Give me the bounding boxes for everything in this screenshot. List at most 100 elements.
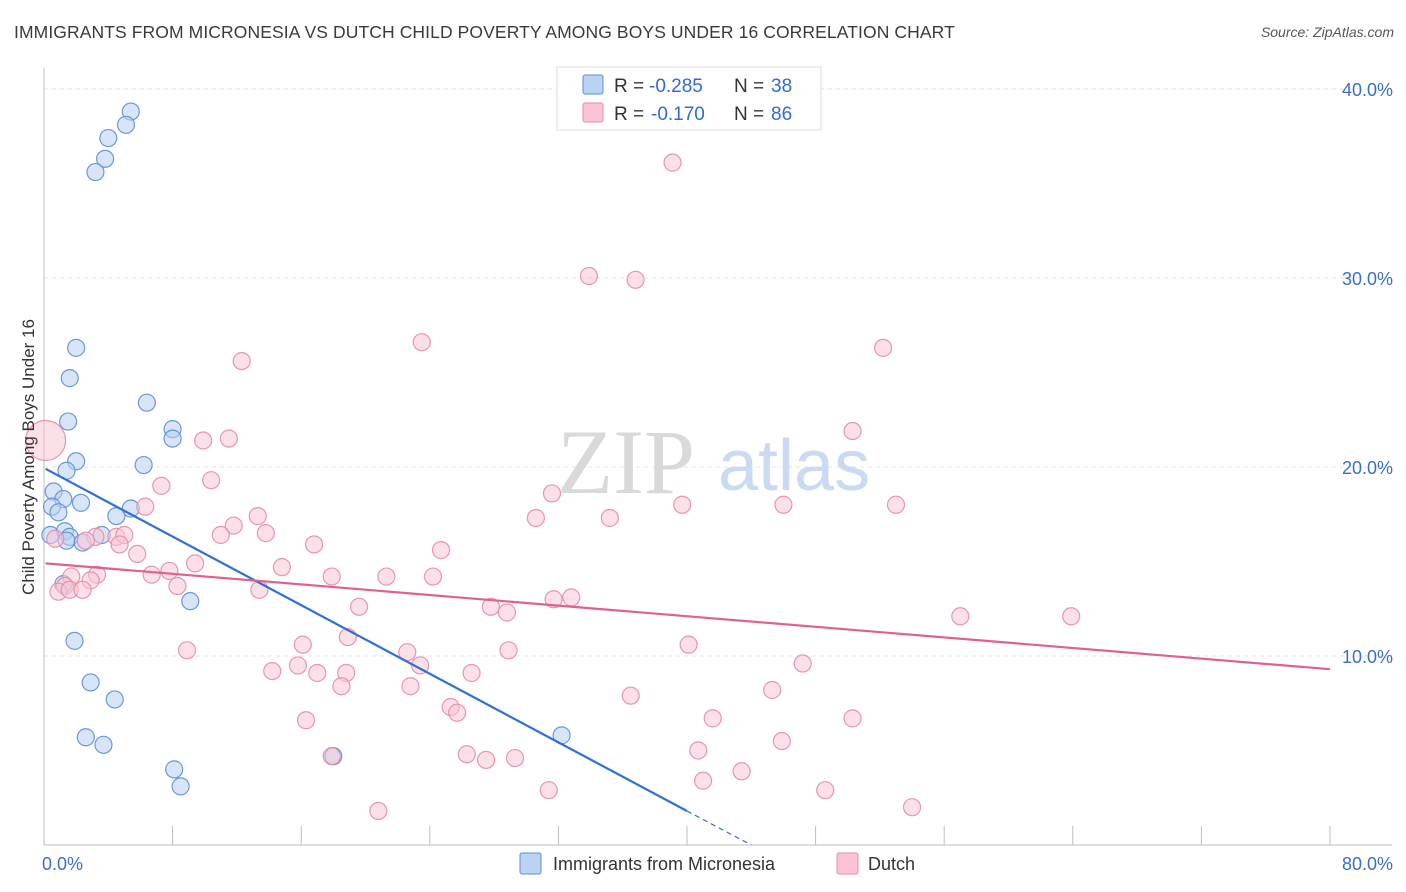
point-dutch-83 [732,762,751,781]
point-dutch-67 [462,663,481,683]
point-micronesia-4 [86,162,105,182]
watermark-atlas: atlas [718,426,870,506]
legend-r-label-dutch: R = [614,104,644,125]
point-micronesia-8 [59,412,78,431]
point-dutch-48 [562,588,581,607]
point-micronesia-10 [163,429,182,448]
point-dutch-28 [110,535,129,554]
point-micronesia-33 [94,735,113,754]
point-micronesia-3 [95,149,115,168]
point-dutch-80 [322,747,341,766]
point-dutch-24 [211,525,230,545]
point-dutch-1 [663,153,682,172]
point-dutch-34 [160,561,179,581]
point-dutch-65 [308,663,327,683]
point-micronesia-6 [60,369,79,388]
point-dutch-26 [46,529,65,548]
point-dutch-31 [128,544,147,564]
trend-line-micronesia [45,467,688,812]
point-micronesia-1 [116,115,136,134]
trend-line-extension-micronesia [686,810,752,846]
legend-stats: R = -0.285 N = 38 R = -0.170 N = 86 [556,66,822,131]
point-dutch-4 [412,333,431,352]
point-dutch-2 [579,266,599,286]
legend-bottom-label-dutch: Dutch [868,854,915,874]
legend-swatch-micronesia [582,74,604,95]
point-dutch-5 [874,338,893,357]
point-dutch-19 [248,506,267,526]
y-tick-label-0: 10.0% [1342,647,1393,667]
point-micronesia-32 [76,728,95,747]
y-tick-label-3: 40.0% [1342,80,1393,100]
legend-n-label-dutch: N = [734,104,764,125]
point-micronesia-37 [171,777,190,796]
point-dutch-14 [673,495,692,514]
legend-bottom-swatch-micronesia [519,852,542,875]
point-dutch-50 [951,607,970,626]
point-dutch-39 [322,567,341,586]
point-dutch-10 [202,471,221,490]
point-dutch-27 [76,531,95,550]
y-axis-label: Child Poverty Among Boys Under 16 [19,319,38,595]
point-dutch-7 [843,421,862,441]
watermark-zip: ZIP [557,411,695,513]
point-dutch-9 [219,429,238,448]
legend-n-value-micronesia: 38 [771,76,792,97]
x-tick-label-0: 0.0% [42,854,83,874]
point-dutch-8 [194,431,213,450]
point-dutch-0 [25,419,67,462]
point-dutch-73 [448,703,467,722]
chart-source: Source: ZipAtlas.com [1260,24,1394,40]
point-dutch-36 [142,565,161,584]
point-dutch-85 [539,781,558,800]
point-dutch-86 [816,781,835,800]
point-dutch-84 [693,771,713,790]
point-dutch-77 [772,731,791,751]
point-dutch-88 [902,798,922,817]
trend-line-dutch [45,562,1331,671]
point-dutch-12 [136,497,155,516]
y-tick-label-1: 20.0% [1342,458,1393,478]
point-dutch-51 [1062,607,1081,626]
point-dutch-15 [774,495,793,514]
point-dutch-32 [186,554,205,573]
point-micronesia-29 [65,631,84,650]
point-dutch-53 [481,597,500,616]
data-points [25,102,1081,821]
point-dutch-70 [763,680,782,700]
x-tick-labels: 0.0% 80.0% [42,854,1393,874]
point-micronesia-2 [99,128,118,148]
point-dutch-40 [377,567,396,586]
legend-n-value-dutch: 86 [771,104,792,125]
trend-lines [45,467,1331,846]
point-dutch-20 [224,516,243,535]
point-dutch-17 [526,508,545,528]
grid-lines [44,88,1392,657]
point-dutch-59 [499,641,518,660]
point-dutch-76 [843,709,862,728]
legend-n-label-micronesia: N = [734,76,764,97]
point-dutch-54 [497,603,517,622]
point-dutch-49 [544,590,563,609]
point-dutch-41 [423,567,443,586]
x-tick-label-1: 80.0% [1342,854,1393,874]
point-micronesia-7 [137,393,156,412]
point-dutch-30 [431,541,451,560]
legend-bottom-label-micronesia: Immigrants from Micronesia [553,854,776,874]
point-micronesia-36 [165,760,184,779]
legend-series: Immigrants from Micronesia Dutch [519,852,915,875]
point-dutch-74 [296,711,316,730]
point-dutch-62 [793,654,812,673]
point-dutch-43 [168,576,187,596]
point-micronesia-16 [71,493,91,512]
point-dutch-87 [369,801,388,821]
point-dutch-52 [349,597,369,616]
point-micronesia-28 [181,592,200,611]
legend-r-value-dutch: -0.170 [651,104,705,125]
watermark: ZIP atlas [557,411,870,513]
point-micronesia-30 [81,673,100,692]
point-dutch-11 [152,476,171,495]
point-dutch-78 [689,741,708,760]
point-micronesia-13 [134,455,153,475]
